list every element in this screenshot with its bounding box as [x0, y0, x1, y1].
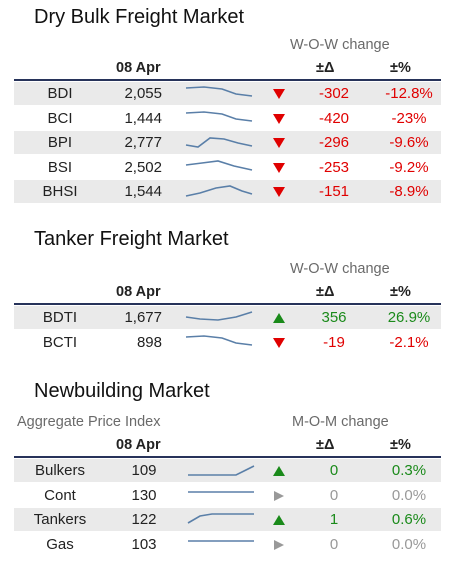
sparkline-declining-icon: [185, 110, 253, 122]
table-row: BHSI 1,544 -151 -8.9%: [14, 180, 441, 203]
row-delta: 0: [329, 535, 339, 553]
row-name: BPI: [47, 134, 73, 151]
row-name: Cont: [44, 486, 76, 504]
row-value: 898: [136, 333, 162, 351]
row-name: BDTI: [42, 309, 78, 326]
row-name: BSI: [47, 158, 73, 176]
up-triangle-icon: [272, 311, 286, 329]
table-row: BDI 2,055 -302 -12.8%: [14, 82, 441, 105]
row-value: 103: [131, 535, 157, 553]
down-triangle-icon: [272, 112, 286, 130]
row-value: 2,502: [124, 158, 162, 176]
row-pct: 0.0%: [391, 486, 427, 504]
row-delta: 0: [329, 462, 339, 479]
row-pct: -12.8%: [385, 85, 433, 102]
sparkline-rising-icon: [185, 311, 253, 321]
dry-bulk-pct-header: ±%: [390, 60, 411, 76]
row-pct: 0.6%: [391, 511, 427, 528]
newbuilding-delta-header: ±Δ: [316, 437, 335, 453]
row-name: BHSI: [42, 183, 78, 200]
dry-bulk-delta-header: ±Δ: [316, 60, 335, 76]
row-value: 109: [131, 462, 157, 479]
newbuilding-pct-header: ±%: [390, 437, 411, 453]
newbuilding-header-rule: [14, 456, 441, 458]
row-value: 2,055: [124, 85, 162, 102]
newbuilding-date-header: 08 Apr: [116, 437, 161, 453]
row-value: 122: [131, 511, 157, 528]
down-triangle-icon: [272, 161, 286, 179]
sparkline-flat-icon: [188, 539, 254, 542]
row-name: Bulkers: [34, 462, 86, 479]
row-name: BCTI: [42, 333, 78, 351]
tanker-title: Tanker Freight Market: [34, 228, 229, 250]
row-value: 130: [131, 486, 157, 504]
row-delta: -19: [323, 333, 345, 351]
sparkline-peak-declining-icon: [185, 159, 253, 171]
row-delta: -420: [318, 109, 350, 127]
tanker-delta-header: ±Δ: [316, 284, 335, 300]
table-row: BPI 2,777 -296 -9.6%: [14, 131, 441, 154]
tanker-pct-header: ±%: [390, 284, 411, 300]
table-row: BCI 1,444 -420 -23%: [14, 107, 441, 130]
row-delta: 0: [329, 486, 339, 504]
row-delta: 1: [329, 511, 339, 528]
newbuilding-title: Newbuilding Market: [34, 380, 210, 402]
newbuilding-change-header: M-O-M change: [292, 414, 389, 430]
row-delta: -151: [318, 183, 350, 200]
table-row: BSI 2,502 -253 -9.2%: [14, 156, 441, 179]
row-pct: 0.3%: [391, 462, 427, 479]
row-pct: -9.2%: [389, 158, 429, 176]
row-pct: 26.9%: [387, 309, 431, 326]
row-name: BCI: [47, 109, 73, 127]
sparkline-declining-icon: [185, 334, 253, 346]
table-row: Cont 130 0 0.0%: [14, 484, 441, 507]
newbuilding-subtitle: Aggregate Price Index: [17, 414, 161, 430]
dry-bulk-change-header: W-O-W change: [290, 37, 390, 53]
row-name: Tankers: [33, 511, 87, 528]
tanker-change-header: W-O-W change: [290, 261, 390, 277]
right-triangle-icon: [272, 489, 286, 507]
table-row: Tankers 122 1 0.6%: [14, 508, 441, 531]
row-value: 1,677: [124, 309, 162, 326]
up-triangle-icon: [272, 513, 286, 531]
tanker-header-rule: [14, 303, 441, 305]
row-delta: -296: [318, 134, 350, 151]
sparkline-declining-icon: [185, 86, 253, 97]
up-triangle-icon: [272, 464, 286, 482]
table-row: BCTI 898 -19 -2.1%: [14, 331, 441, 354]
sparkline-wave-icon: [185, 137, 253, 148]
dry-bulk-date-header: 08 Apr: [116, 60, 161, 76]
down-triangle-icon: [272, 336, 286, 354]
table-row: Bulkers 109 0 0.3%: [14, 459, 441, 482]
down-triangle-icon: [272, 185, 286, 203]
row-pct: -8.9%: [389, 183, 429, 200]
sparkline-peak-icon: [185, 185, 253, 197]
table-row: Gas 103 0 0.0%: [14, 533, 441, 556]
dry-bulk-title: Dry Bulk Freight Market: [34, 6, 245, 28]
right-triangle-icon: [272, 538, 286, 556]
dry-bulk-header-rule: [14, 79, 441, 81]
down-triangle-icon: [272, 136, 286, 154]
row-delta: -253: [318, 158, 350, 176]
sparkline-flat-rising-icon: [188, 465, 255, 476]
row-pct: -2.1%: [389, 333, 429, 351]
row-value: 2,777: [124, 134, 162, 151]
table-row: BDTI 1,677 356 26.9%: [14, 306, 441, 329]
row-name: BDI: [47, 85, 73, 102]
row-value: 1,444: [124, 109, 162, 127]
row-pct: -9.6%: [389, 134, 429, 151]
row-name: Gas: [46, 535, 74, 553]
row-delta: 356: [321, 309, 347, 326]
row-value: 1,544: [124, 183, 162, 200]
sparkline-flat-icon: [188, 490, 254, 493]
down-triangle-icon: [272, 87, 286, 105]
tanker-date-header: 08 Apr: [116, 284, 161, 300]
row-pct: 0.0%: [391, 535, 427, 553]
sparkline-rising-flat-icon: [187, 513, 254, 524]
row-delta: -302: [318, 85, 350, 102]
row-pct: -23%: [391, 109, 427, 127]
